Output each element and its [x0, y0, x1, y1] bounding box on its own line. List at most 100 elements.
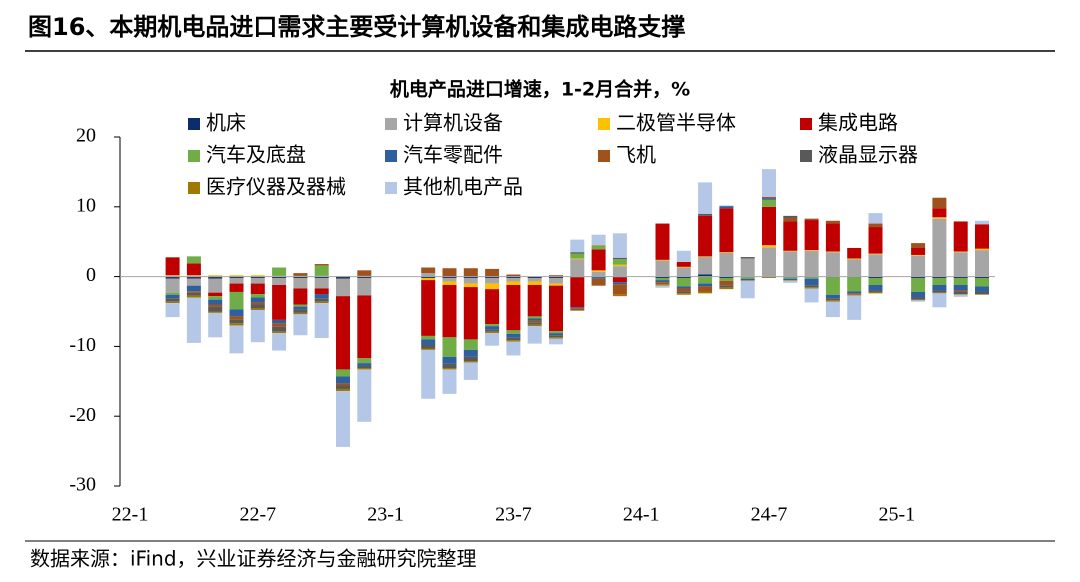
- bar-segment: [911, 297, 926, 300]
- legend-label: 飞机: [616, 143, 656, 167]
- y-tick-label: 10: [76, 194, 96, 216]
- bar-segment: [485, 331, 500, 334]
- legend-swatch: [598, 118, 610, 130]
- bar-segment: [463, 283, 478, 288]
- bar-segment: [762, 247, 776, 277]
- bar-segment: [804, 288, 819, 303]
- bar-segment: [570, 277, 585, 308]
- bar-segment: [293, 273, 308, 276]
- bar-segment: [485, 268, 500, 277]
- bar-segment: [570, 308, 585, 311]
- bar-segment: [506, 340, 521, 342]
- bar-segment: [165, 292, 180, 295]
- bar-segment: [463, 268, 478, 277]
- bar-segment: [975, 276, 989, 278]
- bar-segment: [527, 281, 542, 285]
- bar-segment: [485, 326, 500, 330]
- bar-segment: [165, 275, 180, 277]
- bar-segment: [549, 337, 563, 339]
- bar-segment: [272, 326, 287, 332]
- bar-segment: [719, 208, 734, 253]
- bar-segment: [421, 348, 436, 350]
- bar-segment: [229, 309, 244, 317]
- bar-segment: [676, 286, 691, 289]
- bar-segment: [911, 277, 926, 292]
- bar-segment: [293, 309, 308, 313]
- bar-segment: [506, 274, 521, 277]
- bar-segment: [868, 291, 883, 294]
- bar-segment: [825, 294, 840, 299]
- bar-segment: [612, 294, 627, 297]
- legend-label: 液晶显示器: [818, 143, 918, 167]
- bar-segment: [804, 285, 819, 288]
- bar-segment: [762, 198, 776, 200]
- bar-segment: [314, 298, 329, 302]
- bar-segment: [549, 331, 563, 334]
- bar-segment: [208, 296, 223, 300]
- bar-segment: [357, 358, 372, 364]
- bar-segment: [676, 250, 691, 262]
- bar-segment: [293, 312, 308, 315]
- bar-segment: [272, 276, 287, 278]
- bar-segment: [847, 293, 862, 295]
- bar-segment: [655, 276, 670, 278]
- bar-segment: [612, 259, 627, 265]
- bar-segment: [186, 263, 201, 276]
- bar-segment: [442, 268, 457, 277]
- bar-segment: [442, 276, 457, 278]
- bar-segment: [272, 267, 287, 276]
- bar-segment: [932, 292, 947, 294]
- bar-segment: [570, 259, 585, 277]
- bar-segment: [506, 337, 521, 341]
- bar-segment: [804, 250, 819, 251]
- bar-segment: [740, 276, 755, 279]
- header-title: 图16、本期机电品进口需求主要受计算机设备和集成电路支撑: [28, 13, 685, 41]
- bar-segment: [336, 388, 350, 392]
- legend-swatch: [385, 118, 397, 130]
- bar-segment: [165, 257, 180, 258]
- bar-segment: [698, 182, 713, 214]
- bar-segment: [549, 338, 563, 345]
- bar-segment: [847, 295, 862, 320]
- bar-segment: [314, 301, 329, 304]
- bar-segment: [442, 369, 457, 394]
- bar-segment: [932, 197, 947, 209]
- x-tick-label: 22-7: [239, 504, 276, 526]
- bar-segment: [357, 270, 372, 276]
- bar-segment: [783, 278, 798, 281]
- bar-segment: [250, 304, 265, 309]
- bar-segment: [953, 291, 968, 295]
- bar-segment: [975, 291, 989, 295]
- bar-segment: [698, 257, 713, 275]
- bar-segment: [229, 283, 244, 292]
- bar-segment: [250, 275, 265, 277]
- bar-segment: [421, 349, 436, 399]
- legend-swatch: [800, 118, 812, 130]
- bar-segment: [229, 325, 244, 354]
- bar-segment: [953, 221, 968, 252]
- bar-segment: [698, 215, 713, 257]
- bar-segment: [527, 326, 542, 344]
- bar-segment: [208, 299, 223, 305]
- bar-segment: [911, 247, 926, 255]
- bar-segment: [208, 278, 223, 293]
- bar-segment: [272, 277, 287, 285]
- bar-segment: [314, 288, 329, 295]
- bar-segment: [165, 301, 180, 304]
- bar-segment: [698, 291, 713, 294]
- bar-segment: [953, 284, 968, 291]
- bar-segment: [868, 213, 883, 224]
- bar-segment: [527, 320, 542, 323]
- bar-segment: [527, 324, 542, 327]
- bar-segment: [293, 288, 308, 305]
- bar-segment: [357, 369, 372, 422]
- bar-segment: [932, 218, 947, 277]
- bar-segment: [229, 277, 244, 284]
- bar-segment: [655, 223, 670, 260]
- bar-segment: [868, 253, 883, 255]
- bar-segment: [506, 277, 521, 282]
- bar-segment: [570, 239, 585, 253]
- bar-segment: [591, 234, 606, 246]
- bar-segment: [868, 277, 883, 285]
- bar-segment: [953, 276, 968, 278]
